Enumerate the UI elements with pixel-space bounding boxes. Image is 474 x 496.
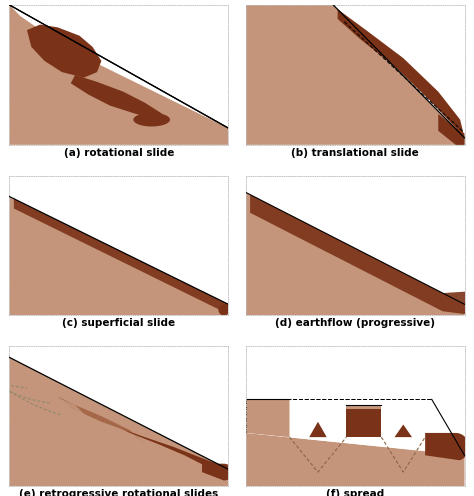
Polygon shape (9, 346, 228, 469)
Polygon shape (9, 176, 228, 304)
Polygon shape (9, 5, 228, 128)
X-axis label: (f) spread: (f) spread (326, 489, 384, 496)
Polygon shape (394, 425, 412, 437)
Polygon shape (250, 194, 474, 314)
Polygon shape (333, 5, 465, 138)
Polygon shape (27, 24, 101, 78)
Polygon shape (202, 464, 233, 481)
Polygon shape (14, 199, 228, 314)
Polygon shape (9, 5, 228, 145)
Polygon shape (346, 405, 382, 437)
X-axis label: (a) rotational slide: (a) rotational slide (64, 148, 174, 158)
Polygon shape (246, 5, 465, 145)
Polygon shape (246, 192, 465, 315)
X-axis label: (e) retrogressive rotational slides: (e) retrogressive rotational slides (19, 489, 219, 496)
Polygon shape (246, 433, 465, 486)
Polygon shape (9, 196, 228, 315)
Polygon shape (219, 304, 229, 315)
Polygon shape (337, 9, 465, 138)
Polygon shape (119, 428, 228, 478)
Polygon shape (58, 397, 145, 444)
X-axis label: (d) earthflow (progressive): (d) earthflow (progressive) (275, 318, 435, 328)
Polygon shape (246, 176, 465, 304)
Polygon shape (425, 433, 469, 460)
X-axis label: (b) translational slide: (b) translational slide (291, 148, 419, 158)
Polygon shape (9, 5, 228, 128)
Polygon shape (438, 114, 465, 145)
Polygon shape (346, 405, 382, 409)
X-axis label: (c) superficial slide: (c) superficial slide (62, 318, 175, 328)
Polygon shape (71, 75, 163, 120)
Polygon shape (246, 399, 290, 437)
Polygon shape (20, 380, 86, 416)
Polygon shape (246, 346, 465, 455)
Polygon shape (133, 113, 170, 126)
Polygon shape (309, 422, 327, 437)
Polygon shape (9, 358, 228, 486)
